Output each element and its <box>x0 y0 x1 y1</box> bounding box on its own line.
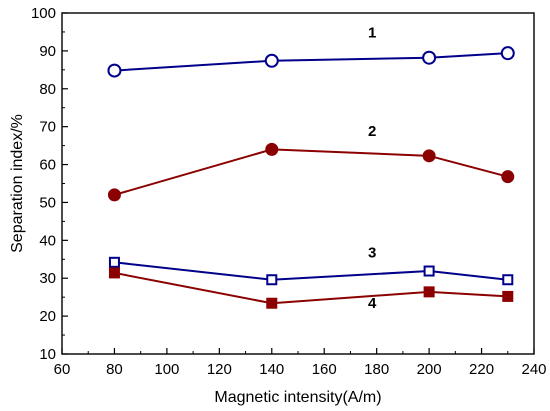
series-4-point <box>266 297 278 309</box>
series-1-point <box>264 53 279 68</box>
series-2 <box>107 142 515 202</box>
series-3 <box>108 256 514 286</box>
series-3-point <box>423 265 435 277</box>
x-tick-label: 140 <box>259 361 284 378</box>
series-1-label: 1 <box>368 25 376 42</box>
x-tick-label: 100 <box>154 361 179 378</box>
series-4-point <box>423 286 435 298</box>
series-3-point <box>266 274 278 286</box>
series-1-line <box>114 52 508 72</box>
series-1-point <box>500 46 515 61</box>
plot-area-frame <box>61 12 535 355</box>
plot-frame <box>61 12 535 355</box>
x-tick-label: 60 <box>54 361 71 378</box>
series-1 <box>107 46 515 78</box>
y-tick-label: 90 <box>39 43 56 60</box>
series-2-line <box>114 148 509 196</box>
series-4-point <box>502 290 514 302</box>
x-tick-label: 220 <box>469 361 494 378</box>
x-tick-label: 200 <box>417 361 442 378</box>
series <box>107 46 515 309</box>
series-1-point <box>422 50 437 65</box>
series-2-point <box>422 149 436 163</box>
x-tick-label: 80 <box>106 361 123 378</box>
series-2-point <box>501 170 515 184</box>
series-2-point <box>265 142 279 156</box>
series-2-point <box>107 188 121 202</box>
y-tick-label: 80 <box>39 81 56 98</box>
series-3-line <box>114 261 508 281</box>
y-tick-label: 100 <box>31 5 56 22</box>
x-tick-label: 160 <box>312 361 337 378</box>
series-3-point <box>108 256 120 268</box>
y-tick-label: 70 <box>39 119 56 136</box>
ticks: 60 80 100 120 140 160 180 200 220 240102030405060… <box>31 5 547 378</box>
series-labels: 1 2 3 4 <box>368 25 377 312</box>
series-3-label: 3 <box>368 244 376 261</box>
x-tick-label: 120 <box>207 361 232 378</box>
series-4-label: 4 <box>368 295 377 312</box>
y-tick-label: 30 <box>39 270 56 287</box>
series-2-label: 2 <box>368 123 376 140</box>
y-tick-label: 60 <box>39 157 56 174</box>
y-axis-title: Separation index/% <box>9 114 26 253</box>
series-4 <box>108 267 514 309</box>
x-tick-label: 240 <box>521 361 546 378</box>
series-4-point <box>108 267 120 279</box>
y-tick-label: 10 <box>39 346 56 363</box>
x-axis-title: Magnetic intensity(A/m) <box>214 389 381 406</box>
series-3-point <box>502 274 514 286</box>
y-tick-label: 50 <box>39 194 56 211</box>
y-tick-label: 40 <box>39 232 56 249</box>
series-1-point <box>107 63 122 78</box>
y-tick-label: 20 <box>39 308 56 325</box>
series-4-line <box>114 271 508 305</box>
x-tick-label: 180 <box>364 361 389 378</box>
